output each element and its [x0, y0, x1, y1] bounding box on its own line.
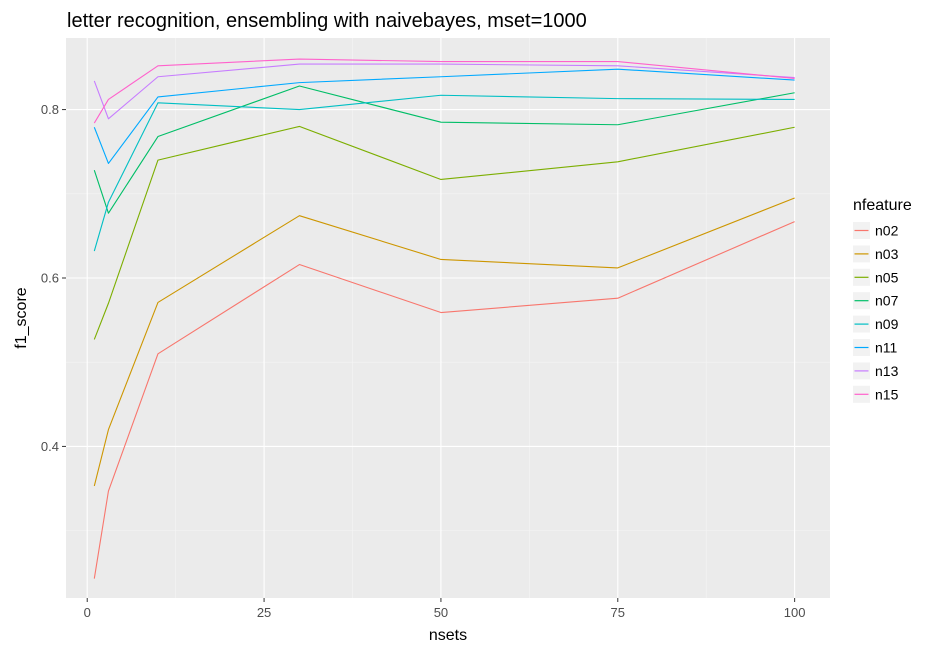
- y-axis-title: f1_score: [13, 287, 30, 348]
- legend-title: nfeature: [853, 197, 912, 214]
- legend-label: n02: [875, 223, 899, 239]
- series-line-n02: [93, 221, 795, 579]
- legend-item-n09: n09: [853, 315, 899, 333]
- legend-label: n03: [875, 246, 899, 262]
- legend-item-n02: n02: [853, 222, 899, 239]
- y-axis: 0.4 0.6 0.8: [41, 102, 66, 454]
- series-lines: [93, 58, 795, 579]
- legend-item-n03: n03: [853, 245, 899, 263]
- x-tick-label: 0: [84, 605, 91, 620]
- legend-label: n09: [875, 316, 899, 332]
- legend-item-n15: n15: [853, 385, 899, 403]
- legend-item-n05: n05: [853, 268, 899, 286]
- legend-items: n02 n03 n05 n07 n09 n11 n13 n15: [853, 222, 899, 403]
- gridlines: [66, 38, 830, 598]
- x-tick-label: 50: [434, 605, 448, 620]
- chart-title: letter recognition, ensembling with naiv…: [67, 10, 587, 32]
- series-line-n13: [93, 63, 795, 120]
- x-axis-title: nsets: [429, 627, 467, 644]
- x-tick-label: 100: [784, 605, 806, 620]
- legend-item-n07: n07: [853, 292, 899, 310]
- legend-item-n11: n11: [853, 339, 898, 356]
- series-line-n05: [93, 125, 795, 340]
- x-tick-label: 75: [611, 605, 625, 620]
- series-line-n07: [93, 85, 795, 214]
- legend-label: n05: [875, 269, 899, 285]
- series-line-n03: [93, 197, 795, 487]
- series-line-n09: [93, 94, 795, 252]
- y-tick-label: 0.8: [41, 102, 59, 117]
- plot-panel: [66, 38, 830, 598]
- legend-label: n07: [875, 293, 899, 309]
- legend-label: n15: [875, 386, 899, 402]
- x-axis: 0 25 50 75 100: [84, 598, 806, 620]
- x-tick-label: 25: [257, 605, 271, 620]
- legend-item-n13: n13: [853, 362, 899, 380]
- series-line-n15: [93, 58, 795, 124]
- y-tick-label: 0.4: [41, 439, 59, 454]
- legend-label: n11: [875, 340, 898, 356]
- legend: nfeature n02 n03 n05 n07 n09 n11 n13 n15: [853, 197, 912, 403]
- legend-label: n13: [875, 363, 899, 379]
- series-line-n11: [93, 68, 795, 165]
- y-tick-label: 0.6: [41, 271, 59, 286]
